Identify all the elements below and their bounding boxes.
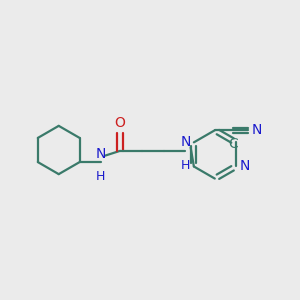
Text: N: N — [240, 160, 250, 173]
Text: H: H — [96, 170, 106, 183]
Text: O: O — [115, 116, 125, 130]
Text: H: H — [181, 159, 190, 172]
Text: N: N — [251, 123, 262, 137]
Text: C: C — [228, 137, 238, 151]
Text: N: N — [180, 135, 190, 149]
Text: N: N — [96, 147, 106, 160]
